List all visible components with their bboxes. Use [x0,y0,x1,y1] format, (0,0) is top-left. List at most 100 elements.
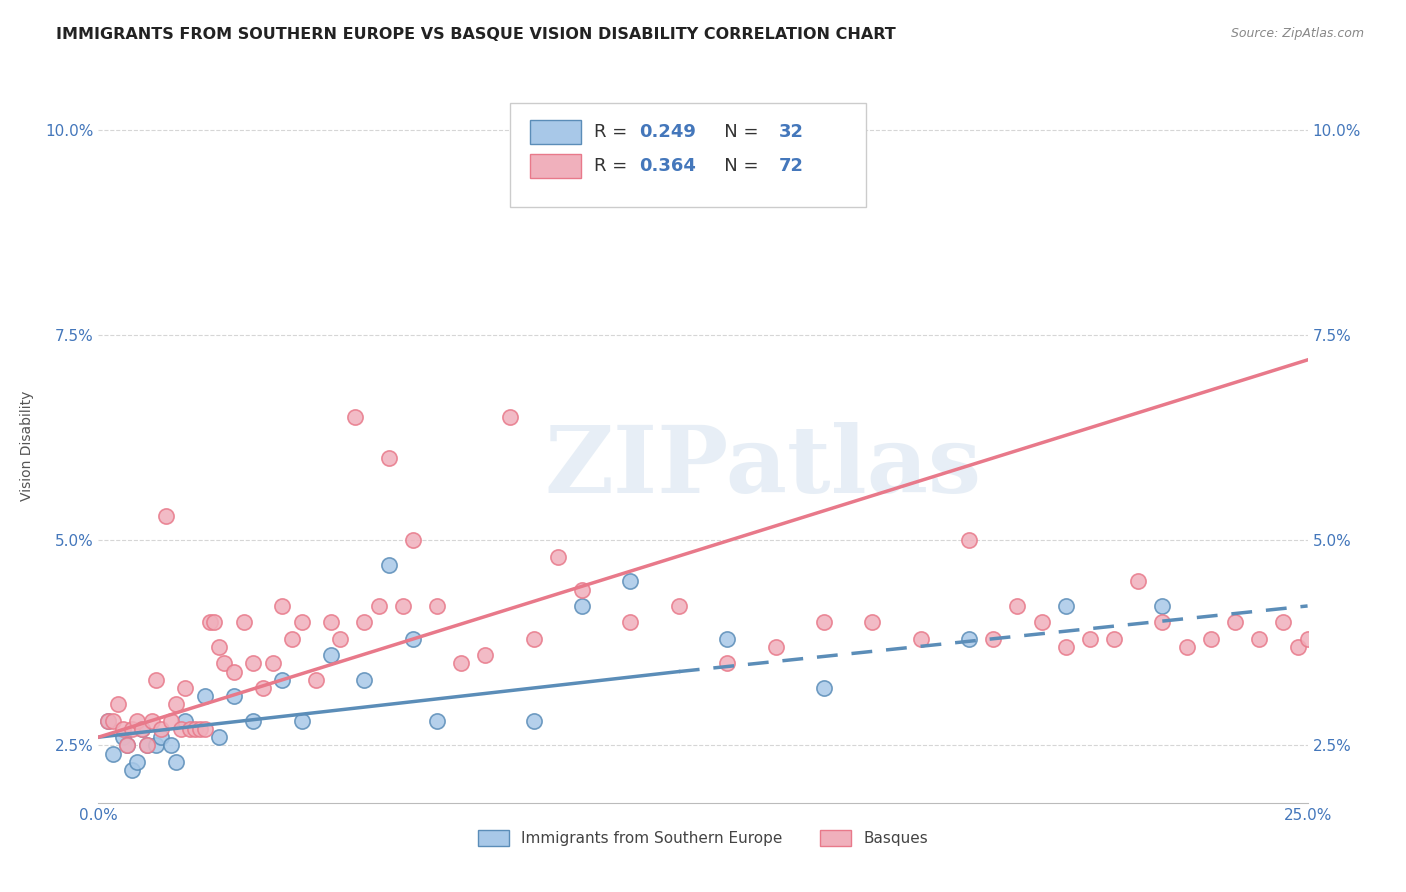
Point [160,714,183,728]
Point [765,640,787,654]
Point [188,722,211,736]
Point [184,722,207,736]
Point [111,722,134,736]
Point [121,763,143,777]
Point [426,714,449,728]
Point [208,640,231,654]
Point [571,599,593,613]
Point [1152,599,1174,613]
Text: 72: 72 [779,157,804,175]
Point [1286,640,1309,654]
Point [1102,632,1125,646]
FancyBboxPatch shape [530,120,581,145]
Point [174,714,197,728]
Point [174,681,197,695]
Point [392,599,415,613]
Point [160,739,183,753]
Point [111,730,134,744]
Point [101,747,124,761]
Point [498,410,520,425]
Point [957,632,980,646]
FancyBboxPatch shape [530,154,581,178]
Y-axis label: Vision Disability: Vision Disability [20,391,34,501]
Point [957,533,980,548]
Point [150,722,173,736]
Point [194,722,217,736]
FancyBboxPatch shape [509,103,866,207]
Point [619,574,641,589]
Point [377,558,399,572]
Point [353,673,375,687]
Point [319,615,342,630]
Point [117,739,139,753]
Point [117,739,139,753]
Point [271,673,294,687]
Text: R =: R = [595,123,633,141]
Point [1272,615,1295,630]
Point [813,615,835,630]
Point [1054,599,1077,613]
Point [402,632,425,646]
Point [127,755,149,769]
Point [377,451,399,466]
Point [1128,574,1150,589]
Point [155,508,177,523]
Point [523,632,546,646]
Point [242,657,264,671]
Point [860,615,883,630]
Point [290,615,312,630]
Point [262,657,284,671]
Text: Source: ZipAtlas.com: Source: ZipAtlas.com [1230,27,1364,40]
Point [165,755,187,769]
Point [204,615,226,630]
Point [131,722,153,736]
Point [145,673,167,687]
Text: IMMIGRANTS FROM SOUTHERN EUROPE VS BASQUE VISION DISABILITY CORRELATION CHART: IMMIGRANTS FROM SOUTHERN EUROPE VS BASQU… [56,27,896,42]
Point [426,599,449,613]
Point [981,632,1004,646]
Point [222,689,245,703]
Point [1249,632,1271,646]
Point [368,599,391,613]
Point [232,615,254,630]
Point [145,739,167,753]
Point [319,648,342,662]
Point [198,615,221,630]
Point [290,714,312,728]
Point [523,714,546,728]
Point [329,632,352,646]
Point [107,698,129,712]
Point [135,739,157,753]
Text: R =: R = [595,157,633,175]
Point [208,730,231,744]
Point [813,681,835,695]
Point [97,714,120,728]
Point [910,632,932,646]
Point [97,714,120,728]
Point [179,722,201,736]
Point [716,632,738,646]
Text: 0.249: 0.249 [638,123,696,141]
Point [1223,615,1246,630]
Point [150,730,173,744]
Point [131,722,153,736]
Point [716,657,738,671]
Point [1296,632,1319,646]
Point [271,599,294,613]
Point [547,549,569,564]
Point [212,657,235,671]
Point [1199,632,1222,646]
Point [194,689,217,703]
Point [1054,640,1077,654]
Point [242,714,264,728]
Text: N =: N = [707,123,763,141]
Point [169,722,191,736]
Point [165,698,187,712]
Point [1031,615,1053,630]
Point [402,533,425,548]
Point [474,648,496,662]
Text: 32: 32 [779,123,804,141]
Point [127,714,149,728]
Point [668,599,690,613]
Point [252,681,274,695]
